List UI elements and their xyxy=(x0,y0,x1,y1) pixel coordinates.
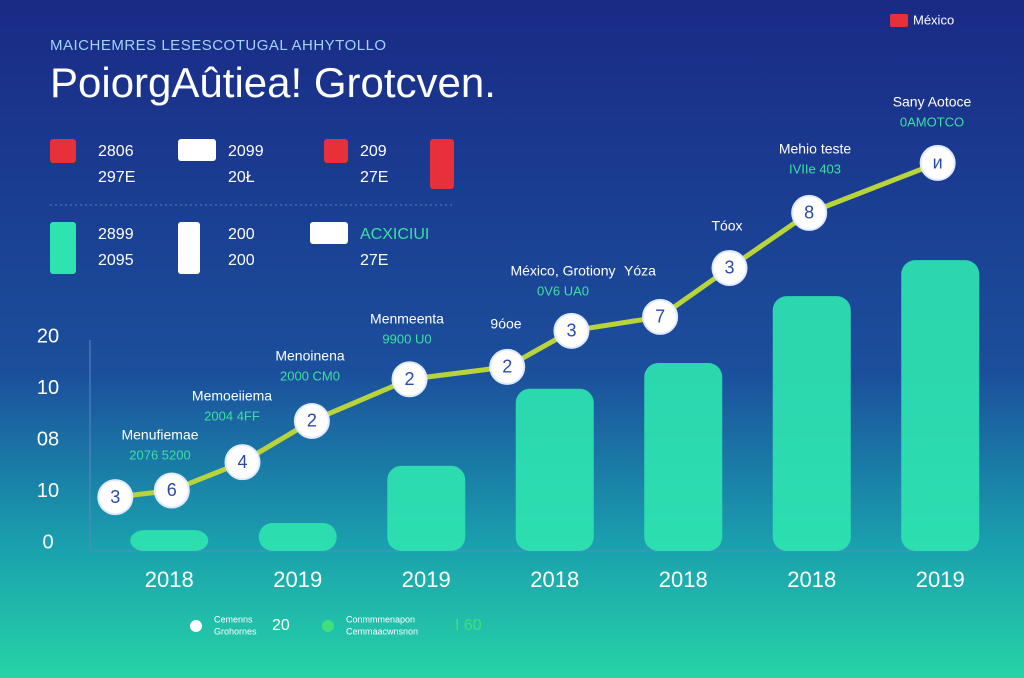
point xyxy=(711,249,748,286)
card-text: 200 xyxy=(228,252,255,269)
point xyxy=(97,479,134,516)
x-tick-label: 2019 xyxy=(916,567,965,592)
bar xyxy=(901,260,980,551)
x-tick-label: 2018 xyxy=(787,567,836,592)
card-text: 20Ł xyxy=(228,169,255,186)
y-tick-label: 0 xyxy=(42,531,53,553)
annotation: 9900 U0 xyxy=(382,331,431,346)
annotation: Tóox xyxy=(711,218,742,234)
point-label: и xyxy=(933,153,943,173)
card-text: 2099 xyxy=(228,143,264,160)
footer-value: I 60 xyxy=(455,617,482,634)
card-text: 297E xyxy=(98,169,135,186)
point-label: 2 xyxy=(307,411,317,431)
bar xyxy=(130,530,209,551)
x-tick-label: 2018 xyxy=(659,567,708,592)
point xyxy=(391,361,428,398)
footer-value: 20 xyxy=(272,617,290,634)
card-text: 27E xyxy=(360,252,388,269)
point-label: 3 xyxy=(725,258,735,278)
y-tick-label: 10 xyxy=(37,480,59,502)
point-label: 2 xyxy=(502,357,512,377)
point-label: 7 xyxy=(655,307,665,327)
point xyxy=(489,348,526,385)
annotation: Memoeiiema xyxy=(192,388,272,404)
annotation: IVIIe 403 xyxy=(789,161,841,176)
legend-swatch xyxy=(890,14,908,27)
y-tick-label: 08 xyxy=(37,428,59,450)
point xyxy=(153,472,190,509)
point xyxy=(553,312,590,349)
bar xyxy=(387,465,466,551)
card-swatch xyxy=(50,222,76,274)
card-swatch xyxy=(430,139,454,189)
card-swatch xyxy=(178,139,216,161)
x-tick-label: 2018 xyxy=(530,567,579,592)
point xyxy=(919,144,956,181)
bar xyxy=(515,388,594,551)
card-swatch xyxy=(324,139,348,163)
annotation: Sany Aotoce xyxy=(893,94,972,110)
point xyxy=(224,444,261,481)
card-text: 200 xyxy=(228,226,255,243)
bar xyxy=(644,363,723,551)
bar xyxy=(258,522,337,551)
point xyxy=(791,194,828,231)
card-swatch xyxy=(178,222,200,274)
x-tick-label: 2019 xyxy=(273,567,322,592)
x-tick-label: 2018 xyxy=(145,567,194,592)
annotation: Mehio teste xyxy=(779,141,852,157)
footer-text: Cemenns xyxy=(214,614,253,624)
point-label: 3 xyxy=(566,321,576,341)
annotation: Yóza xyxy=(624,263,656,279)
point-label: 4 xyxy=(237,452,247,472)
footer-text: Cemmaacwnsnon xyxy=(346,626,418,636)
annotation: 2000 CM0 xyxy=(280,368,340,383)
footer-swatch xyxy=(190,620,202,632)
card-swatch xyxy=(310,222,348,244)
point-label: 6 xyxy=(167,480,177,500)
annotation: 0V6 UA0 xyxy=(537,283,589,298)
point xyxy=(293,402,330,439)
y-tick-label: 10 xyxy=(37,377,59,399)
annotation: 0AMOTCO xyxy=(900,114,964,129)
annotation: Menufiemae xyxy=(121,427,198,443)
point-label: 3 xyxy=(110,487,120,507)
annotation: Menoinena xyxy=(275,348,344,364)
card-text: 2806 xyxy=(98,143,134,160)
legend-label: México xyxy=(913,12,954,27)
chart-title: PoiorgAûtiea! Grotcven. xyxy=(50,59,496,106)
card-text: 27E xyxy=(360,169,388,186)
footer-swatch xyxy=(322,620,334,632)
footer-text: Conmmmenapon xyxy=(346,614,415,624)
card-swatch xyxy=(50,139,76,163)
point xyxy=(642,298,679,335)
point-label: 8 xyxy=(804,203,814,223)
footer-text: Grohornes xyxy=(214,626,257,636)
annotation: México, Grotiony xyxy=(510,263,615,279)
subtitle: MAICHEMRES LESESCOTUGAL AHHYTOLLO xyxy=(50,37,387,54)
card-text: 2095 xyxy=(98,252,134,269)
annotation: Menmeenta xyxy=(370,311,444,327)
point-label: 2 xyxy=(405,369,415,389)
card-text: 2899 xyxy=(98,226,134,243)
x-tick-label: 2019 xyxy=(402,567,451,592)
annotation: 2004 4FF xyxy=(204,408,260,423)
y-tick-label: 20 xyxy=(37,326,59,348)
annotation: 9óoe xyxy=(490,316,521,332)
bar xyxy=(772,296,851,551)
card-text: 209 xyxy=(360,143,387,160)
annotation: 2076 5200 xyxy=(129,447,190,462)
card-text: ACXICIUI xyxy=(360,226,429,243)
